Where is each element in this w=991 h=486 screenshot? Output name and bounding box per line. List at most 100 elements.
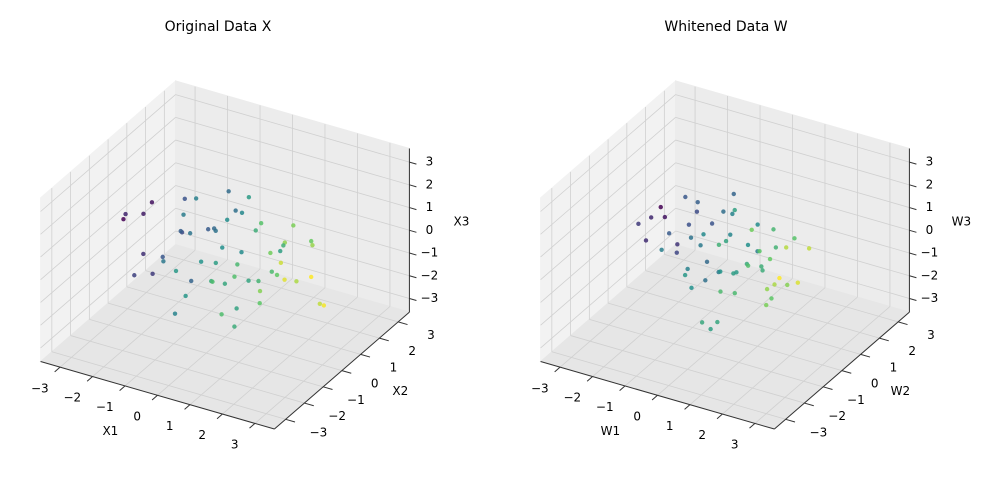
data-point [662, 214, 668, 220]
z-tick-label: 1 [426, 200, 434, 214]
data-point [755, 222, 760, 227]
x-tick-label: 1 [666, 419, 674, 433]
data-point [795, 280, 801, 285]
grid-line [589, 318, 824, 388]
tick-mark [684, 404, 691, 410]
data-point [806, 246, 812, 251]
tick-mark [409, 275, 417, 279]
y-axis-label: W2 [891, 384, 911, 398]
x-tick-label: 0 [133, 409, 141, 423]
grid-line [89, 318, 324, 388]
grid-line [107, 302, 343, 371]
grid-line [40, 230, 176, 349]
data-point [701, 232, 706, 237]
z-tick-label: −1 [421, 246, 439, 260]
x-tick-label: 2 [198, 428, 206, 442]
tick-mark [909, 229, 917, 233]
data-point [213, 228, 218, 234]
data-point [256, 278, 261, 284]
data-point [685, 266, 690, 272]
grid-line [40, 139, 176, 258]
data-point [703, 278, 708, 283]
data-point [666, 231, 672, 236]
tick-mark [716, 413, 723, 420]
data-point [688, 235, 694, 240]
z-tick-label: −3 [421, 291, 439, 305]
grid-line [551, 351, 786, 420]
data-point [716, 242, 722, 248]
y-tick-label: −2 [328, 409, 346, 423]
tick-mark [619, 385, 626, 391]
data-point [709, 221, 715, 226]
data-point [257, 288, 263, 294]
grid-line [540, 94, 676, 212]
data-point [732, 290, 737, 296]
data-point [226, 189, 231, 194]
tick-mark [409, 161, 417, 165]
grid-line [675, 116, 910, 186]
data-point [698, 243, 703, 248]
data-point [674, 250, 679, 255]
data-point [246, 278, 251, 283]
x-tick-label: −2 [63, 391, 81, 405]
tick-mark [909, 252, 917, 256]
data-point [745, 263, 751, 268]
grid-line [540, 117, 676, 235]
data-point [734, 270, 739, 275]
data-point [699, 320, 705, 325]
x-tick-label: −3 [31, 381, 49, 395]
y-tick-label: −1 [847, 393, 865, 407]
data-point [239, 249, 244, 255]
data-point [708, 326, 713, 332]
grid-line [175, 207, 410, 277]
grid-line [175, 116, 410, 186]
data-point [189, 278, 194, 284]
data-point [721, 209, 726, 214]
data-point [141, 251, 146, 257]
data-point [219, 312, 224, 317]
tick-mark [651, 394, 658, 401]
tick-mark [119, 385, 126, 391]
grid-line [675, 139, 910, 208]
z-tick-label: 3 [426, 155, 434, 169]
tick-mark [409, 207, 417, 211]
y-tick-label: −2 [828, 409, 846, 423]
grid-line [540, 207, 676, 326]
data-point [278, 248, 283, 254]
grid-line [607, 302, 843, 371]
x-tick-label: −3 [531, 381, 549, 395]
data-point [257, 301, 262, 306]
grid-line [40, 207, 176, 326]
grid-line [675, 94, 910, 163]
y-tick-label: −3 [310, 425, 328, 439]
data-point [757, 248, 762, 254]
data-point [643, 238, 649, 243]
data-point [728, 232, 733, 237]
data-point [760, 268, 765, 273]
tick-mark [898, 321, 908, 326]
x-tick-label: 1 [166, 419, 174, 433]
tick-mark [823, 386, 833, 391]
axis-line [274, 311, 410, 430]
data-point [141, 211, 146, 217]
tick-mark [249, 423, 256, 429]
data-point [193, 196, 199, 201]
x-tick-label: −1 [596, 400, 614, 414]
grid-line [145, 270, 380, 339]
y-tick-label: 3 [927, 328, 935, 342]
data-point [183, 293, 188, 299]
data-point [278, 260, 284, 266]
x-tick-label: −2 [563, 391, 581, 405]
grid-line [175, 162, 410, 231]
data-point [675, 242, 680, 247]
tick-mark [909, 207, 917, 211]
y-tick-label: 3 [427, 328, 435, 342]
data-point [213, 260, 219, 266]
z-tick-label: 2 [926, 177, 934, 191]
data-point [160, 254, 165, 260]
data-point [232, 324, 237, 329]
data-point [205, 227, 211, 232]
data-point [723, 238, 729, 244]
grid-line [540, 139, 676, 258]
z-tick-label: −2 [421, 268, 439, 282]
